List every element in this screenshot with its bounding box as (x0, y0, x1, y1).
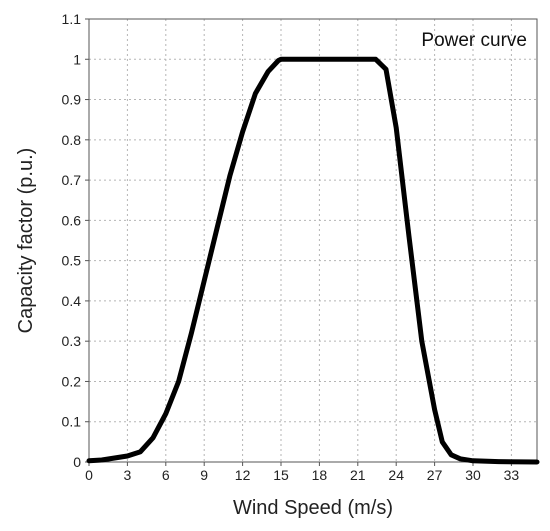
y-tick-label: 1 (73, 51, 81, 67)
y-tick-label: 0.5 (62, 253, 82, 269)
x-tick-label: 15 (273, 467, 289, 483)
y-tick-label: 0.2 (62, 373, 82, 389)
y-tick-label: 0.6 (62, 212, 82, 228)
series-line-power-curve (86, 56, 540, 465)
y-tick-label: 0.3 (62, 333, 82, 349)
axis-ticks: 0 3 6 9 12 15 18 21 24 27 30 33 0 0.1 0.2 0.3 0.4 0.5 0.6 0… (62, 11, 520, 483)
y-tick-label: 0 (73, 454, 81, 470)
y-tick-label: 0.9 (62, 92, 82, 108)
x-tick-label: 6 (162, 467, 170, 483)
x-tick-label: 27 (427, 467, 443, 483)
x-tick-label: 30 (465, 467, 481, 483)
grid (89, 19, 537, 462)
x-axis-label: Wind Speed (m/s) (233, 497, 393, 519)
x-tick-label: 24 (388, 467, 404, 483)
x-tick-label: 18 (312, 467, 328, 483)
x-tick-label: 9 (200, 467, 208, 483)
y-tick-label: 0.7 (62, 172, 82, 188)
plot-area-frame (88, 18, 538, 463)
x-tick-label: 0 (85, 467, 93, 483)
series-layer (86, 56, 540, 465)
y-tick-label: 0.4 (62, 293, 82, 309)
y-tick-label: 0.8 (62, 132, 82, 148)
x-tick-label: 12 (235, 467, 251, 483)
x-tick-label: 33 (504, 467, 520, 483)
y-axis-label: Capacity factor (p.u.) (15, 148, 37, 334)
x-tick-label: 21 (350, 467, 366, 483)
x-tick-label: 3 (124, 467, 132, 483)
legend-entry-power-curve: Power curve (421, 30, 527, 51)
y-tick-label: 1.1 (62, 11, 82, 27)
y-tick-label: 0.1 (62, 414, 82, 430)
